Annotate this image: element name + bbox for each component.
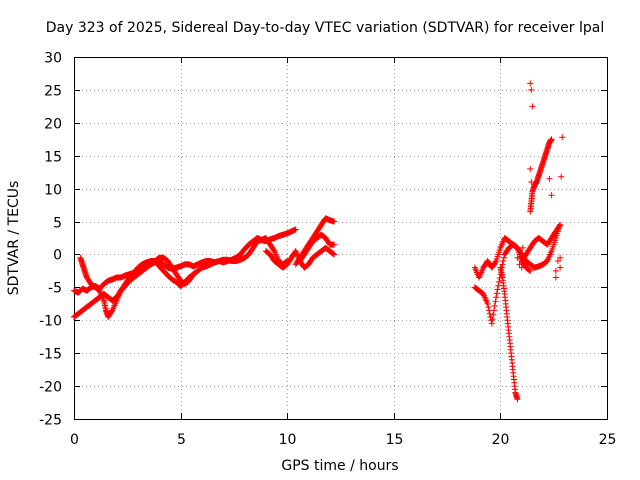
data-point: [331, 251, 338, 258]
data-point: [491, 303, 498, 310]
data-point: [492, 259, 499, 266]
y-tick-label: -20: [39, 380, 62, 396]
x-axis-label: GPS time / hours: [281, 458, 398, 474]
data-point: [529, 103, 536, 110]
data-point: [270, 247, 277, 254]
data-point: [188, 272, 195, 279]
data-point: [513, 243, 520, 250]
data-point: [554, 258, 561, 265]
data-point: [491, 307, 498, 314]
data-point: [489, 316, 496, 323]
data-point: [557, 264, 564, 271]
data-point: [527, 165, 534, 172]
data-point: [329, 250, 336, 257]
data-point: [548, 136, 555, 143]
x-tick-label: 15: [386, 432, 404, 448]
data-point: [484, 300, 491, 307]
data-point: [514, 254, 521, 261]
data-point: [500, 258, 507, 265]
y-tick-label: 5: [53, 216, 62, 232]
data-point: [526, 267, 533, 274]
data-point: [513, 244, 520, 251]
data-point: [292, 226, 299, 233]
y-tick-label: 30: [44, 51, 62, 67]
data-point: [556, 222, 563, 229]
data-point: [559, 134, 566, 141]
y-tick-label: 15: [44, 150, 62, 166]
plot-frame: [74, 57, 608, 420]
x-tick-label: 10: [279, 432, 297, 448]
data-point: [519, 244, 526, 251]
data-point: [558, 173, 565, 180]
data-point: [490, 311, 497, 318]
data-point: [528, 86, 535, 93]
data-point: [488, 320, 495, 327]
data-point: [528, 179, 535, 186]
y-tick-label: -5: [48, 281, 62, 297]
data-point: [557, 221, 564, 228]
data-point: [518, 264, 525, 271]
data-point: [485, 304, 492, 311]
data-point: [493, 290, 500, 297]
data-point: [488, 317, 495, 324]
data-point: [189, 271, 196, 278]
y-tick-label: 25: [44, 84, 62, 100]
data-point: [493, 294, 500, 301]
data-point: [500, 254, 507, 261]
data-point: [499, 261, 506, 268]
data-point: [492, 298, 499, 305]
x-tick-label: 20: [492, 432, 510, 448]
grid-lines: [74, 57, 607, 419]
data-point: [330, 250, 337, 257]
data-points: [71, 80, 566, 403]
x-tick-label: 0: [70, 432, 79, 448]
x-tick-label: 5: [177, 432, 186, 448]
y-axis-ticks: -25 -20 -15 -10 -5 0 5 10 15 20 25 30: [39, 51, 607, 429]
data-point: [525, 266, 532, 273]
data-point: [557, 254, 564, 261]
chart-title: Day 323 of 2025, Sidereal Day-to-day VTE…: [46, 20, 604, 36]
y-tick-label: 0: [53, 248, 62, 264]
x-tick-label: 25: [599, 432, 617, 448]
data-point: [486, 310, 493, 317]
data-point: [331, 218, 338, 225]
data-point: [514, 396, 521, 403]
data-point: [494, 286, 501, 293]
data-point: [527, 80, 534, 87]
data-point: [546, 175, 553, 182]
data-point: [190, 271, 197, 278]
y-tick-label: -15: [39, 347, 62, 363]
data-point: [495, 278, 502, 285]
data-point: [552, 274, 559, 281]
data-point: [548, 192, 555, 199]
y-tick-label: -25: [39, 413, 62, 429]
x-axis-ticks: 0 5 10 15 20 25: [70, 57, 616, 448]
data-point: [108, 308, 115, 315]
data-point: [527, 267, 534, 274]
data-point: [516, 261, 523, 268]
y-axis-label: SDTVAR / TECUs: [6, 181, 22, 296]
data-point: [495, 282, 502, 289]
y-tick-label: -10: [39, 314, 62, 330]
y-tick-label: 20: [44, 117, 62, 133]
y-tick-label: 10: [44, 183, 62, 199]
data-point: [552, 267, 559, 274]
data-point: [331, 241, 338, 248]
